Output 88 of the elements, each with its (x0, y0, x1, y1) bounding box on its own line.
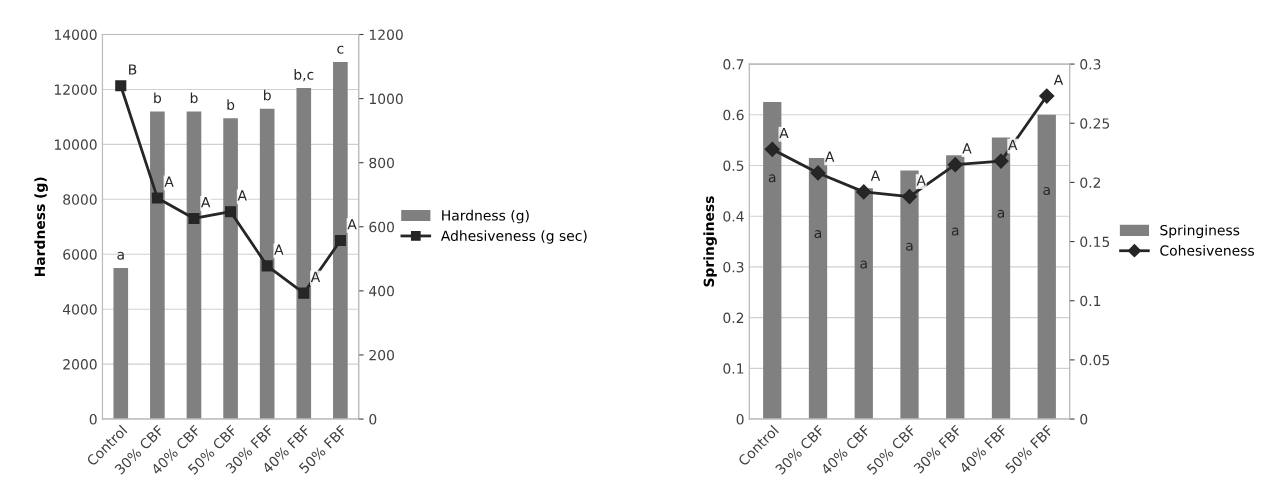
bar (854, 188, 873, 420)
bar (333, 61, 348, 420)
data-label: A (916, 175, 926, 186)
point (1039, 88, 1055, 104)
data-label: a (768, 174, 776, 183)
data-label: a (860, 260, 867, 269)
point (151, 192, 163, 204)
point (261, 260, 273, 272)
data-label: b (190, 92, 198, 104)
data-label: A (779, 127, 789, 139)
data-label: b (154, 92, 162, 104)
data-label: A (870, 170, 881, 181)
y-tick-label: 0.2 (723, 312, 744, 324)
y-tick-label: 0.5 (723, 160, 744, 171)
data-label: a (814, 230, 821, 239)
y2-tick-label: 0.05 (1080, 354, 1110, 366)
data-label: A (310, 271, 321, 282)
y-tick-label: 0.7 (723, 59, 744, 70)
y-tick-label: 0 (736, 414, 744, 425)
bar (259, 108, 275, 420)
data-label: A (347, 219, 357, 230)
y-tick-label: 0.4 (723, 211, 744, 222)
y-tick-label: 14000 (54, 29, 97, 40)
y2-tick-label: 600 (369, 221, 394, 233)
data-label: a (951, 227, 959, 236)
y2-tick-label: 0.15 (1080, 236, 1110, 248)
bar (946, 155, 965, 420)
y2-tick-label: 800 (369, 157, 394, 169)
data-label: A (825, 151, 835, 162)
point (901, 189, 918, 205)
point (993, 153, 1009, 169)
bar (296, 88, 312, 420)
legend-label: Adhesiveness (g sec) (440, 230, 587, 244)
bar (113, 267, 129, 420)
data-label: A (201, 197, 211, 208)
point (115, 80, 127, 92)
data-label: B (129, 64, 137, 75)
data-label: c (337, 45, 344, 54)
point (856, 184, 872, 200)
y2-tick-label: 1000 (369, 93, 403, 105)
bar (223, 118, 238, 420)
y-tick-label: 4000 (62, 304, 97, 315)
data-label: A (237, 190, 247, 201)
y-tick-label: 0 (89, 414, 97, 425)
bar (150, 111, 165, 420)
bar (186, 111, 202, 420)
legend-label: Hardness (g) (442, 209, 529, 224)
y2-tick-label: 200 (369, 349, 394, 361)
legend-label: Cohesiveness (1160, 245, 1254, 256)
bar (1037, 114, 1056, 420)
data-label: A (1008, 139, 1018, 150)
point (764, 141, 780, 157)
y-axis-title: Hardness (g) (34, 177, 48, 277)
point (188, 212, 200, 225)
y2-tick-label: 1200 (369, 29, 403, 40)
point (810, 165, 826, 181)
point (225, 206, 237, 218)
y2-tick-label: 0.2 (1080, 177, 1101, 188)
data-label: b (264, 89, 271, 101)
point (947, 157, 963, 173)
data-label: b (227, 99, 235, 111)
data-label: A (274, 244, 284, 255)
data-label: a (117, 251, 124, 260)
y-tick-label: 10000 (54, 139, 97, 150)
y2-tick-label: 0.3 (1080, 59, 1101, 70)
y-tick-label: 2000 (63, 359, 97, 370)
data-label: A (164, 176, 174, 187)
data-label: A (1053, 74, 1064, 85)
y2-tick-label: 0.1 (1080, 295, 1101, 307)
y-tick-label: 0.3 (723, 261, 744, 273)
y-tick-label: 8000 (63, 194, 97, 205)
data-label: a (906, 242, 913, 251)
data-label: a (997, 209, 1004, 218)
y-tick-label: 6000 (63, 249, 97, 260)
y2-tick-label: 400 (369, 285, 394, 297)
point (298, 287, 310, 299)
y-tick-label: 12000 (54, 84, 97, 95)
legend-label: Springiness (1160, 224, 1240, 239)
y-tick-label: 0.6 (723, 109, 744, 121)
y-axis-title: Springiness (703, 196, 717, 287)
data-label: a (1043, 187, 1050, 195)
data-label: A (962, 143, 972, 154)
point (334, 235, 346, 247)
y-tick-label: 0.1 (723, 363, 744, 374)
data-label: b,c (294, 69, 314, 82)
y2-tick-label: 0.25 (1080, 118, 1110, 129)
y2-tick-label: 0 (369, 414, 377, 425)
y2-tick-label: 0 (1080, 414, 1088, 425)
